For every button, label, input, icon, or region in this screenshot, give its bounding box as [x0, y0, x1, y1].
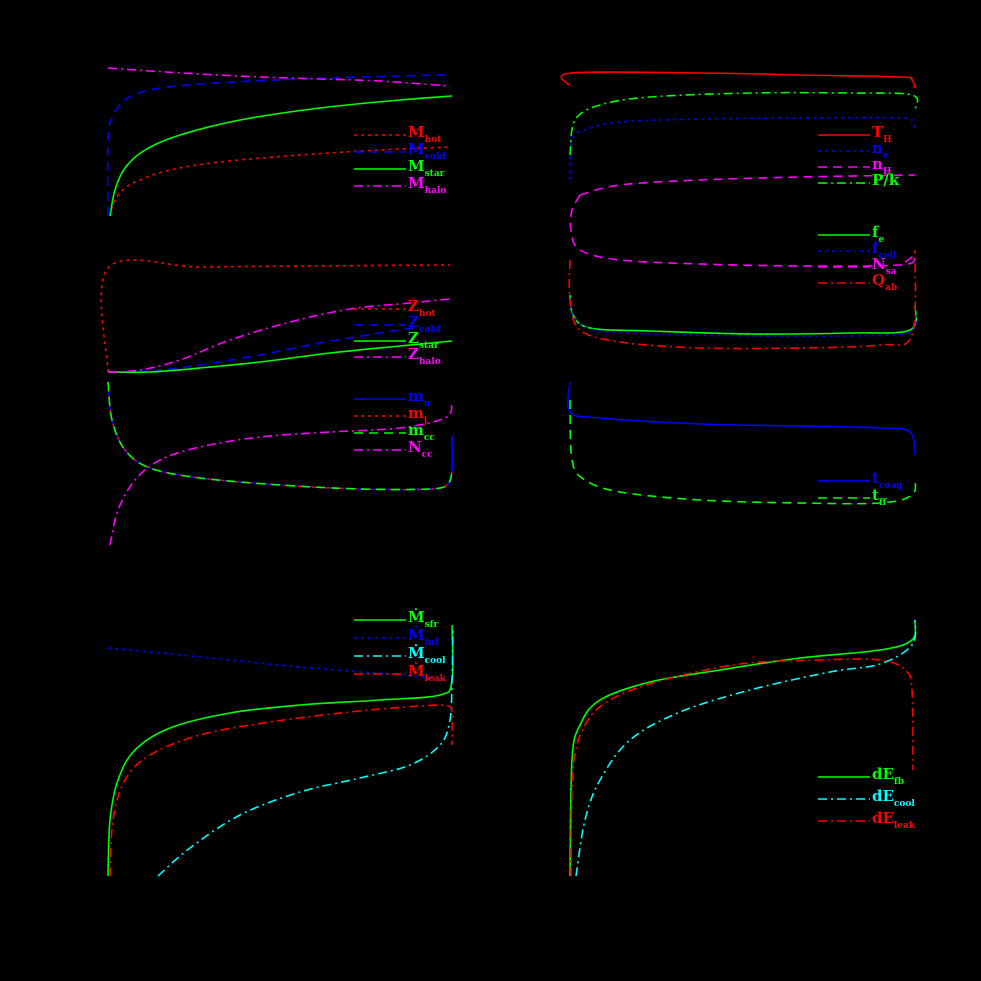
- legend-subscript: hot: [425, 135, 443, 145]
- legend-subscript: sa: [886, 267, 897, 277]
- series-t-h: [560, 71, 916, 89]
- legend-subscript: cc: [424, 433, 435, 443]
- legend-subscript: halo: [425, 186, 447, 196]
- series-m-j: [107, 381, 453, 491]
- series-f-cell: [569, 297, 918, 338]
- series-de-leak: [570, 658, 914, 877]
- series-mdot-inf: [107, 647, 451, 681]
- legend-subscript: fb: [894, 777, 904, 787]
- series-m-halo: [107, 67, 451, 87]
- legend-label: P/k: [872, 171, 900, 189]
- series-z-star: [107, 340, 453, 374]
- panel-right-middle: [567, 381, 917, 505]
- panel-left-middle-lower: [107, 381, 454, 546]
- series-n-h: [569, 194, 916, 267]
- legend-subscript: star: [419, 341, 439, 351]
- legend-subscript: sfr: [425, 620, 439, 630]
- legend-subscript: leak: [425, 674, 447, 684]
- legend-subscript: cc: [422, 450, 433, 460]
- series-m-cc: [107, 381, 453, 491]
- series-m-hot: [109, 146, 451, 217]
- panel-bottom-left: [107, 624, 454, 877]
- series-mdot-sfr: [107, 624, 454, 877]
- legend-subscript: coag: [879, 481, 903, 491]
- panel-left-middle-upper: [100, 259, 453, 374]
- legend-subscript: e: [878, 235, 884, 245]
- legend-subscript: hot: [419, 309, 437, 319]
- series-n-e: [569, 116, 916, 181]
- legend-subscript: star: [425, 169, 445, 179]
- legend-subscript: cool: [894, 799, 915, 809]
- series-z-halo: [107, 298, 451, 373]
- legend-subscript: halo: [419, 357, 441, 367]
- series-de-fb: [569, 619, 917, 877]
- legend-subscript: ab: [885, 283, 897, 293]
- legend-label: mj: [408, 404, 427, 426]
- series-n-sa: [904, 254, 916, 263]
- series-m-star: [109, 95, 453, 217]
- plot-panels: [100, 67, 919, 877]
- legend-subscript: H: [883, 167, 892, 177]
- legend-subscript: j: [423, 416, 427, 426]
- series-mdot-cool: [157, 629, 454, 877]
- series-t-ff: [569, 399, 917, 505]
- series-p-k: [569, 91, 919, 156]
- series-mdot-leak: [109, 704, 454, 877]
- legend-subscript: inf: [425, 638, 440, 648]
- panel-right-upper: [560, 71, 919, 350]
- legend-subscript: cold: [419, 325, 441, 335]
- legend-subscript: H: [883, 135, 892, 145]
- series-q-ab: [568, 249, 917, 350]
- series-de-cool: [575, 619, 917, 877]
- legend-subscript: leak: [894, 821, 916, 831]
- series-t-coag: [567, 381, 916, 456]
- panel-bottom-right: [569, 619, 917, 877]
- series-n-h-upper: [579, 174, 916, 196]
- legend-subscript: e: [883, 151, 889, 161]
- legend-subscript: cold: [425, 152, 447, 162]
- legend-subscript: cell: [878, 251, 897, 261]
- legend-subscript: cool: [425, 656, 446, 666]
- legend-subscript: ff: [879, 498, 887, 508]
- series-m-cold: [106, 74, 451, 217]
- panel-top-left-upper: [106, 67, 453, 217]
- series-z-cold: [107, 326, 421, 373]
- legend-subscript: n: [424, 399, 431, 409]
